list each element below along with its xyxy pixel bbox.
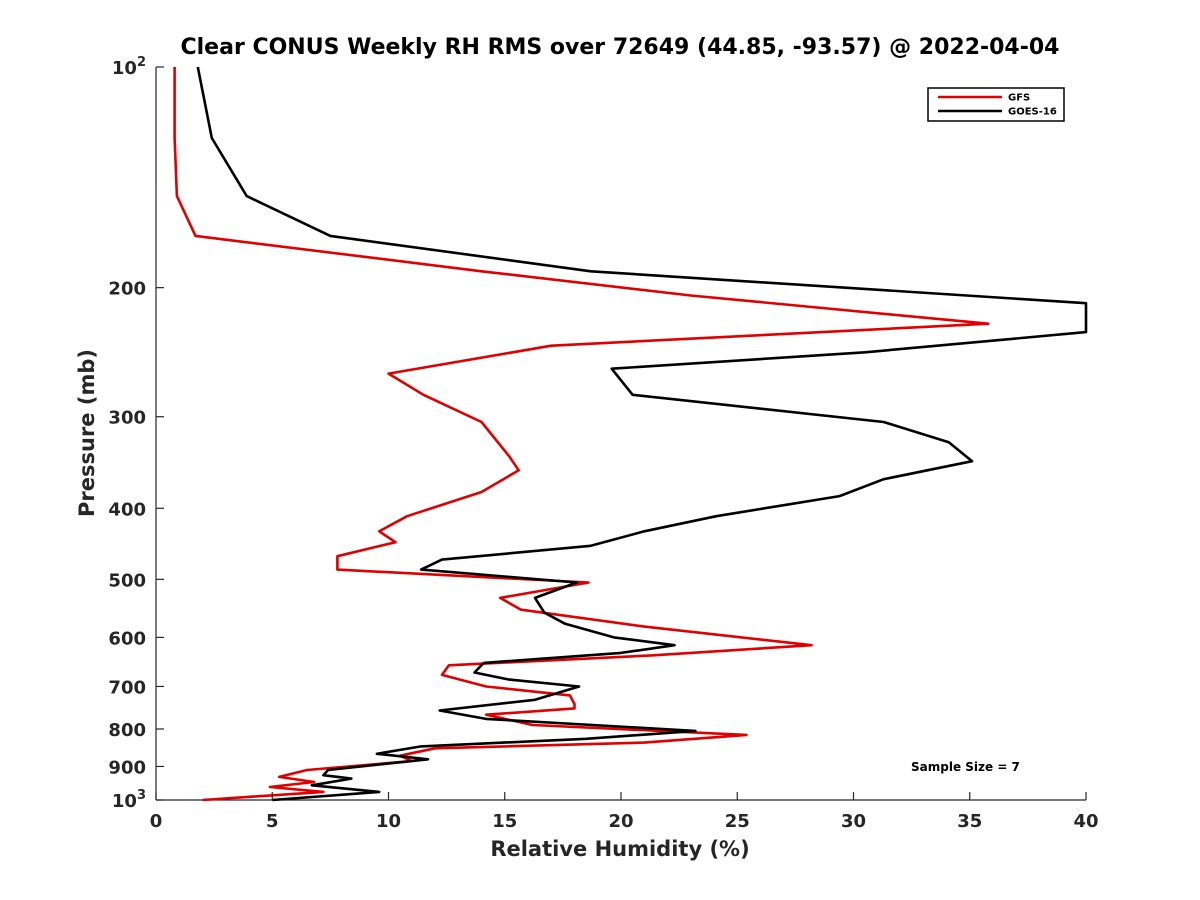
plot-frame (155, 67, 1086, 801)
x-tick-label: 40 (1073, 811, 1098, 832)
y-tick-label: 600 (108, 628, 146, 649)
x-tick-label: 10 (376, 811, 401, 832)
x-tick-label: 15 (492, 811, 517, 832)
y-tick-label: 200 (108, 279, 146, 300)
y-tick-label: 400 (108, 499, 146, 520)
y-axis-label: Pressure (mb) (75, 349, 99, 517)
x-tick-label: 30 (841, 811, 866, 832)
chart-title: Clear CONUS Weekly RH RMS over 72649 (44… (181, 35, 1060, 60)
y-tick-label: 103 (112, 788, 146, 812)
x-tick-label: 0 (150, 811, 163, 832)
series-line-gfs (173, 67, 990, 802)
x-axis-ticks: 0 5 10 15 20 25 30 35 40 (150, 792, 1099, 832)
series-layer (173, 66, 1088, 802)
y-tick-label: 700 (108, 677, 146, 698)
legend-label-gfs: GFS (1008, 93, 1030, 104)
x-tick-label: 35 (957, 811, 982, 832)
x-tick-label: 20 (608, 811, 633, 832)
legend: GFS GOES-16 (927, 87, 1065, 122)
x-axis-label: Relative Humidity (%) (490, 837, 749, 861)
y-tick-label: 900 (108, 757, 146, 778)
sample-size-annotation: Sample Size = 7 (911, 760, 1020, 774)
y-tick-label: 500 (108, 570, 146, 591)
y-axis-ticks: 102 200 300 400 500 600 700 800 900 103 (108, 55, 164, 812)
legend-box (927, 87, 1065, 122)
y-tick-label: 102 (112, 55, 146, 79)
y-tick-label: 300 (108, 408, 146, 429)
x-tick-label: 25 (725, 811, 750, 832)
y-tick-label: 800 (108, 720, 146, 741)
legend-label-goes-16: GOES-16 (1008, 107, 1057, 118)
series-line-goes-16 (196, 66, 1088, 802)
x-tick-label: 5 (266, 811, 279, 832)
